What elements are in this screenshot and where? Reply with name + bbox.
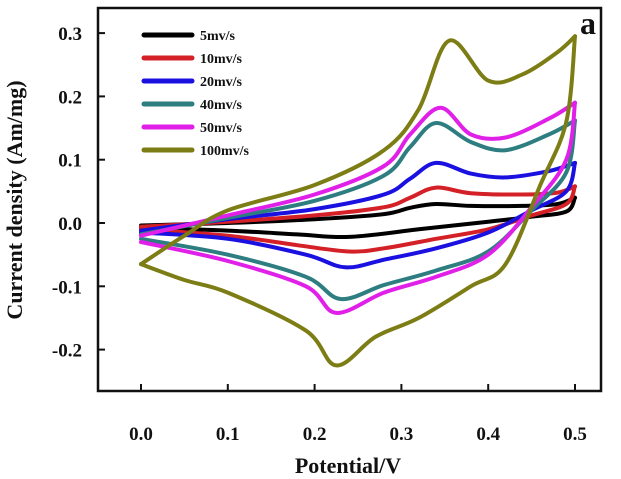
panel-letter: a [580,5,596,41]
anodic-sweep-line [139,184,577,229]
plot-frame [96,6,603,393]
cathodic-sweep-line [139,184,577,254]
legend-item: 5mv/s [141,29,236,44]
legend-label: 100mv/s [200,144,250,159]
legend-label: 20mv/s [200,75,243,90]
y-tick-label: -0.1 [52,277,82,298]
series-50mv-s [139,100,577,315]
y-tick-label: 0.1 [58,151,82,172]
x-tick-label: 0.0 [129,424,153,445]
series-40mv-s [139,118,577,302]
legend-label: 5mv/s [200,29,236,44]
anodic-sweep-line [139,118,577,237]
legend-label: 50mv/s [200,121,243,136]
cv-curves [139,34,577,368]
legend-item: 10mv/s [141,52,243,67]
series-10mv-s [139,184,577,254]
x-axis-title: Potential/V [295,453,401,478]
anodic-sweep-line [139,34,577,267]
cathodic-sweep-line [139,100,577,315]
x-tick-label: 0.3 [390,424,414,445]
y-tick-label: 0.3 [58,24,82,45]
x-tick-label: 0.4 [476,424,500,445]
x-tick-label: 0.1 [216,424,240,445]
legend-item: 20mv/s [141,75,243,90]
series-20mv-s [139,160,577,270]
cathodic-sweep-line [139,118,577,302]
anodic-sweep-line [139,100,577,238]
x-tick-label: 0.5 [563,424,587,445]
series-100mv-s [139,34,577,368]
y-tick-label: -0.2 [52,341,82,362]
legend-label: 40mv/s [200,98,243,113]
y-tick-label: 0.0 [58,214,82,235]
legend-label: 10mv/s [200,52,243,67]
cathodic-sweep-line [139,195,577,240]
legend: 5mv/s 10mv/s 20mv/s 40mv/s 50mv/s 100mv/s [141,29,250,159]
legend-item: 40mv/s [141,98,243,113]
anodic-sweep-line [139,160,577,233]
y-tick-label: 0.2 [58,87,82,108]
cathodic-sweep-line [139,34,577,368]
cathodic-sweep-line [139,160,577,270]
x-tick-label: 0.2 [303,424,327,445]
legend-item: 50mv/s [141,121,243,136]
legend-item: 100mv/s [141,144,250,159]
axis-ticks: 0.0 0.1 0.2 0.3 0.4 0.5 0.3 0.2 0.1 0.0 -0.1 -0.2 [52,24,587,445]
y-axis-title: Current density (Am/mg) [2,80,27,319]
